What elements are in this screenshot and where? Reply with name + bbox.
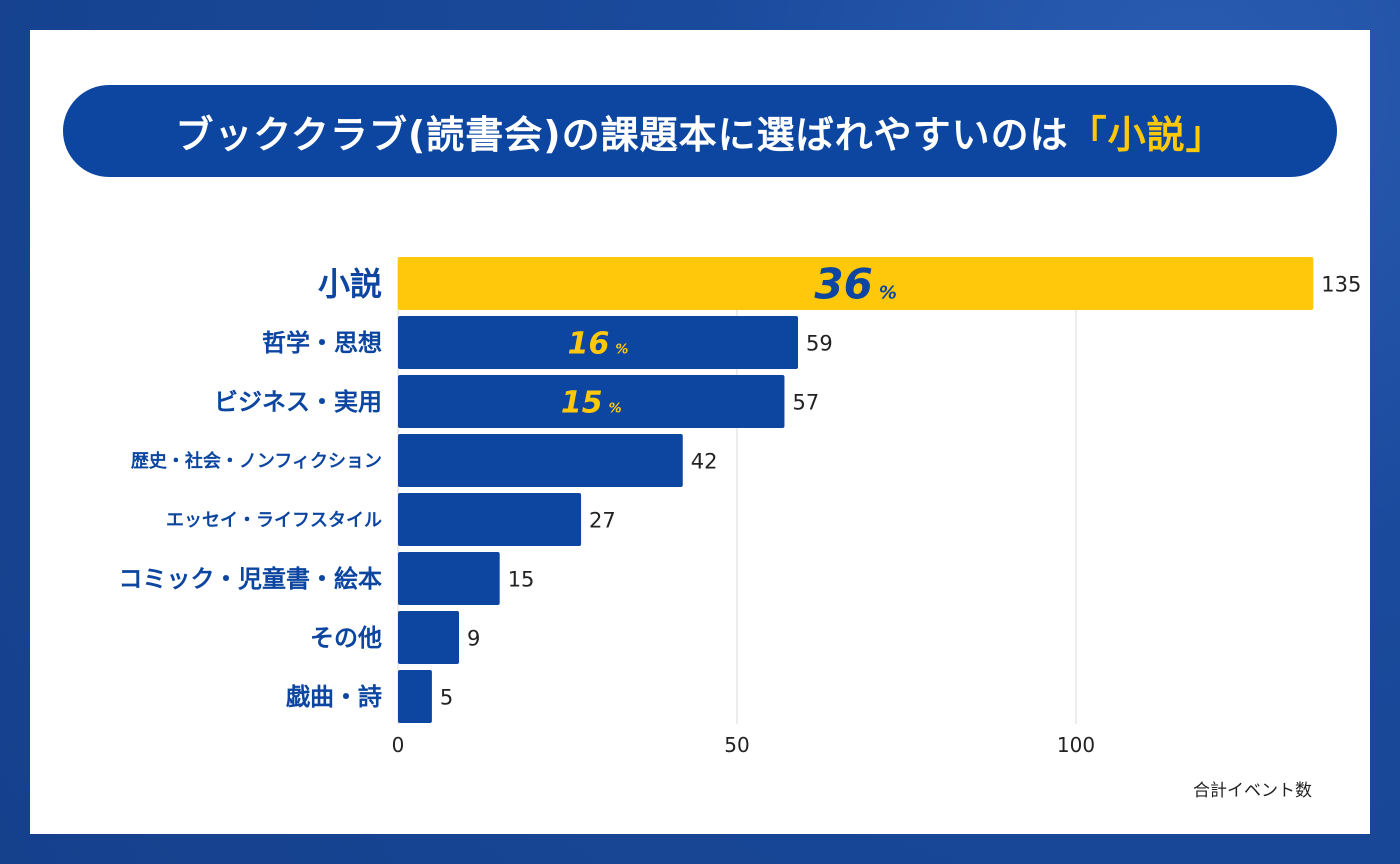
percent-value: 15 [561, 385, 603, 420]
category-label: エッセイ・ライフスタイル [166, 510, 382, 531]
value-label: 135 [1321, 273, 1361, 297]
category-label: 戯曲・詩 [286, 683, 382, 711]
bar [398, 493, 582, 546]
x-tick-label: 50 [724, 733, 749, 757]
bar [398, 316, 799, 369]
percent-label: 15% [561, 385, 622, 420]
category-label: ビジネス・実用 [214, 388, 382, 416]
chart-title: ブッククラブ(読書会)の課題本に選ばれやすいのは「小説」 [175, 104, 1224, 159]
value-label: 15 [508, 568, 535, 592]
bar [398, 670, 432, 723]
percent-value: 36 [814, 260, 872, 309]
x-tick-label: 100 [1057, 733, 1095, 757]
bar [398, 375, 785, 428]
x-axis-title: 合計イベント数 [1193, 781, 1312, 801]
percent-value: 16 [568, 326, 610, 361]
category-label: 小説 [318, 265, 382, 303]
percent-unit: % [879, 283, 897, 304]
value-label: 59 [806, 332, 833, 356]
percent-label: 16% [568, 326, 629, 361]
value-label: 42 [691, 450, 718, 474]
chart-title-accent: 「小説」 [1068, 112, 1225, 157]
category-label: その他 [310, 624, 382, 652]
category-label: 歴史・社会・ノンフィクション [131, 450, 382, 472]
category-label: コミック・児童書・絵本 [118, 565, 382, 593]
value-label: 27 [589, 509, 616, 533]
bar [398, 552, 500, 605]
value-label: 5 [440, 686, 453, 710]
bar [398, 611, 460, 664]
category-label: 哲学・思想 [262, 329, 382, 357]
bar [398, 257, 1314, 310]
title-banner: ブッククラブ(読書会)の課題本に選ばれやすいのは「小説」 [63, 85, 1337, 177]
percent-unit: % [615, 342, 628, 357]
x-tick-label: 0 [392, 733, 405, 757]
bar [398, 434, 683, 487]
percent-label: 36% [814, 260, 897, 309]
value-label: 57 [792, 391, 819, 415]
value-label: 9 [467, 627, 480, 651]
chart-title-main: ブッククラブ(読書会)の課題本に選ばれやすいのは [175, 112, 1069, 157]
percent-unit: % [609, 401, 622, 416]
